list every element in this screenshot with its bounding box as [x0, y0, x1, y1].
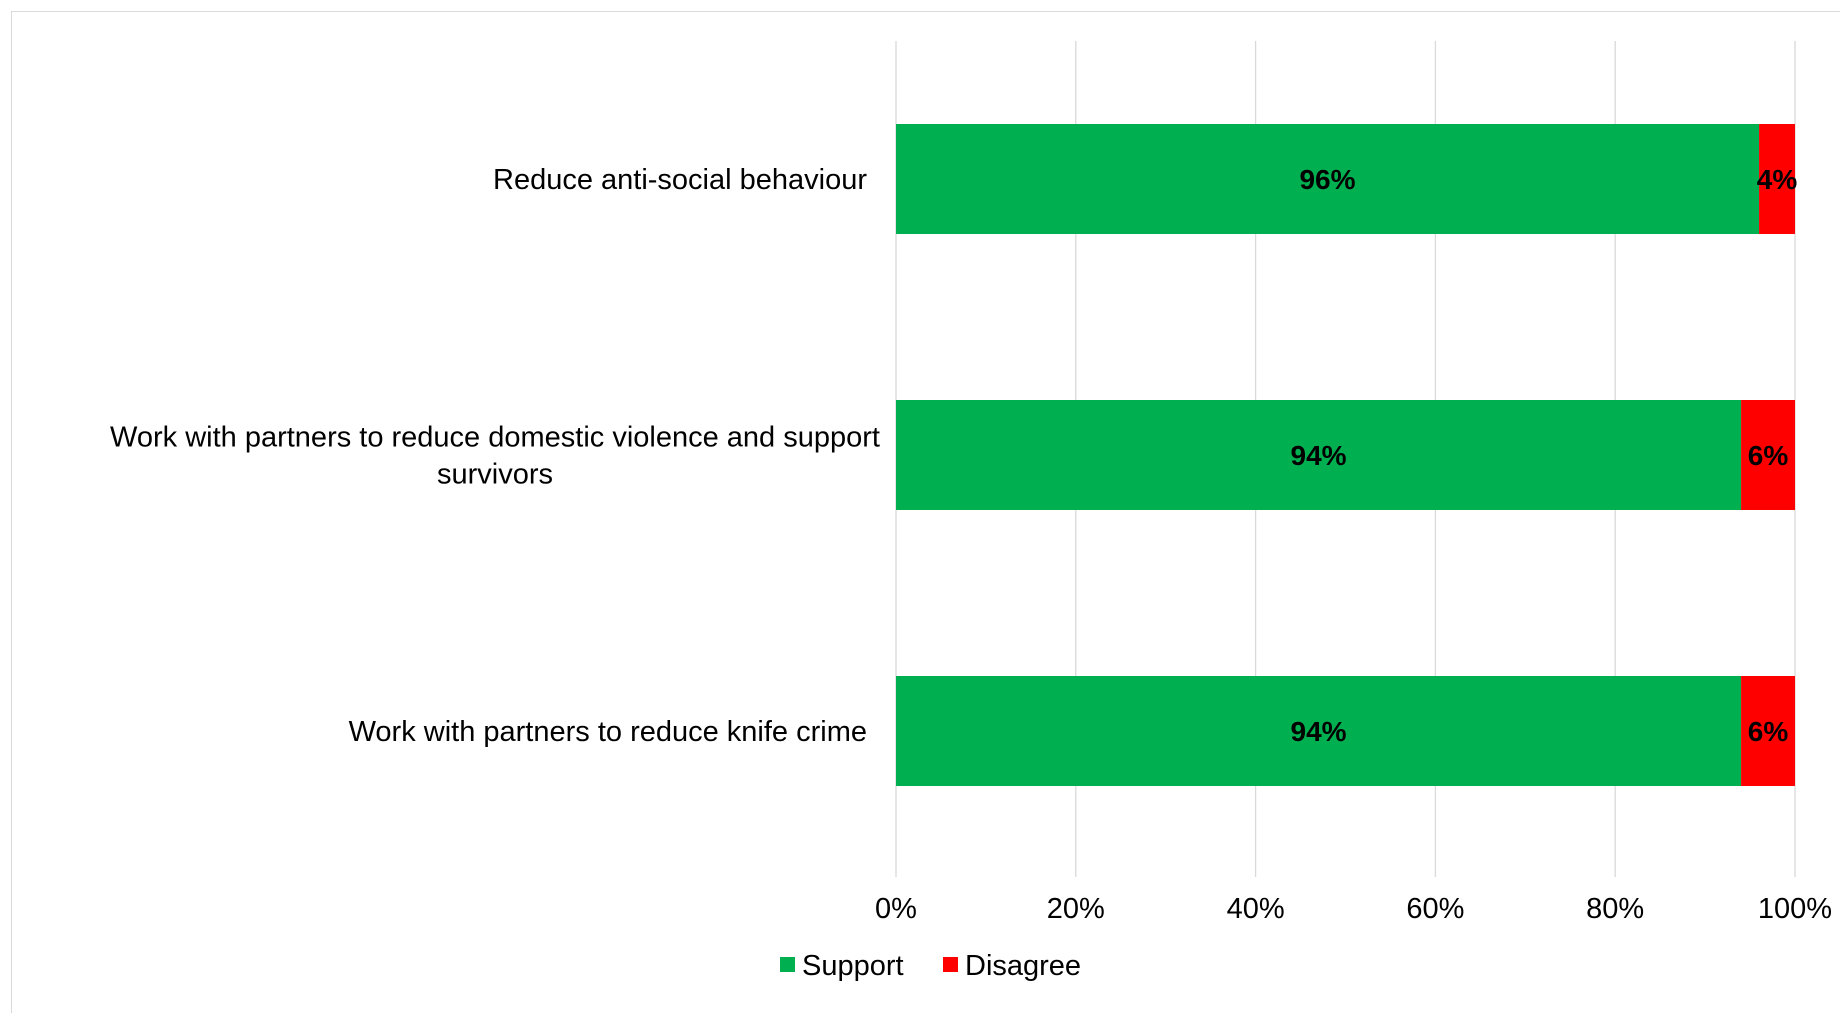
x-tick-label: 40%	[1227, 893, 1285, 925]
legend-label: Support	[802, 950, 904, 982]
data-label: 94%	[1291, 716, 1347, 747]
legend-swatch-disagree	[943, 957, 958, 972]
x-tick-label: 60%	[1406, 893, 1464, 925]
bar-support	[896, 400, 1742, 510]
x-tick-label: 0%	[875, 893, 917, 925]
data-label: 4%	[1757, 164, 1798, 195]
bar-support	[896, 676, 1742, 786]
data-label: 6%	[1748, 716, 1789, 747]
category-label: Reduce anti-social behaviour	[493, 164, 867, 196]
x-tick-label: 80%	[1586, 893, 1644, 925]
legend-swatch-support	[780, 957, 795, 972]
chart-frame	[11, 11, 1840, 1013]
bar-disagree	[1741, 676, 1795, 786]
bar-disagree	[1759, 124, 1795, 234]
bars: 96% 4% 94% 6% 94% 6%	[896, 124, 1797, 786]
x-tick-label: 100%	[1758, 893, 1832, 925]
category-labels: Reduce anti-social behaviour Work with pa…	[110, 164, 880, 748]
category-label: survivors	[437, 459, 553, 491]
data-label: 96%	[1299, 164, 1355, 195]
bar-support	[896, 124, 1760, 234]
data-label: 94%	[1291, 440, 1347, 471]
category-label: Work with partners to reduce domestic vi…	[110, 422, 880, 454]
x-tick-labels: 0% 20% 40% 60% 80% 100%	[875, 893, 1832, 925]
legend-label: Disagree	[965, 950, 1081, 982]
bar-disagree	[1741, 400, 1795, 510]
x-tick-label: 20%	[1047, 893, 1105, 925]
category-label: Work with partners to reduce knife crime	[349, 716, 867, 748]
data-label: 6%	[1748, 440, 1789, 471]
legend: Support Disagree	[780, 950, 1081, 982]
